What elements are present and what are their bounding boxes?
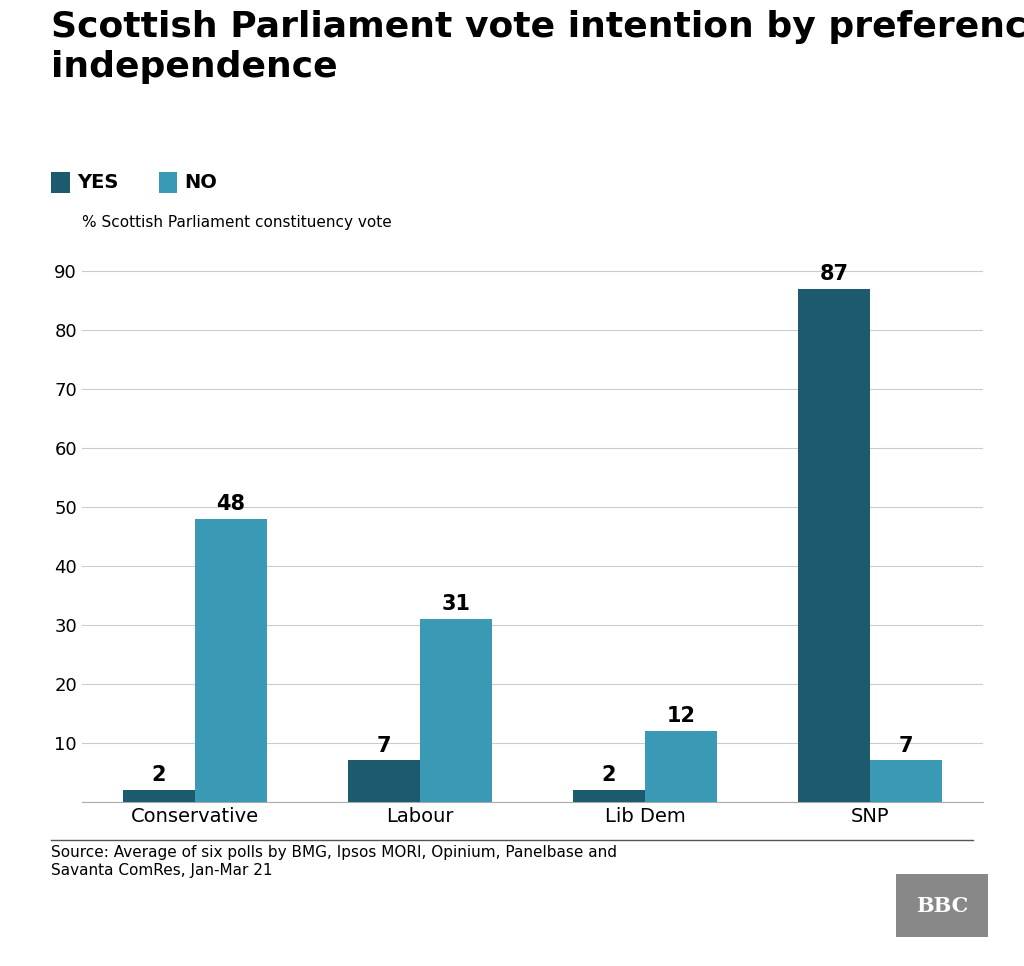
Text: BBC: BBC: [915, 895, 969, 916]
Text: 2: 2: [602, 765, 616, 785]
Bar: [420, 619, 492, 802]
Bar: [573, 790, 645, 802]
Bar: [798, 289, 870, 802]
Text: Source: Average of six polls by BMG, Ipsos MORI, Opinium, Panelbase and
Savanta : Source: Average of six polls by BMG, Ips…: [51, 845, 617, 878]
Text: YES: YES: [77, 173, 118, 192]
Bar: [870, 760, 942, 802]
Text: 7: 7: [377, 736, 391, 755]
Text: 2: 2: [152, 765, 166, 785]
Text: 87: 87: [819, 264, 849, 284]
Text: Scottish Parliament vote intention by preference on
independence: Scottish Parliament vote intention by pr…: [51, 10, 1024, 84]
Bar: [123, 790, 195, 802]
Text: NO: NO: [184, 173, 217, 192]
Text: 12: 12: [667, 706, 695, 726]
Text: 31: 31: [441, 594, 470, 614]
Text: % Scottish Parliament constituency vote: % Scottish Parliament constituency vote: [82, 214, 391, 230]
Text: 7: 7: [899, 736, 913, 755]
Bar: [348, 760, 420, 802]
Bar: [645, 731, 717, 802]
Bar: [195, 519, 267, 802]
Text: 48: 48: [216, 494, 246, 514]
